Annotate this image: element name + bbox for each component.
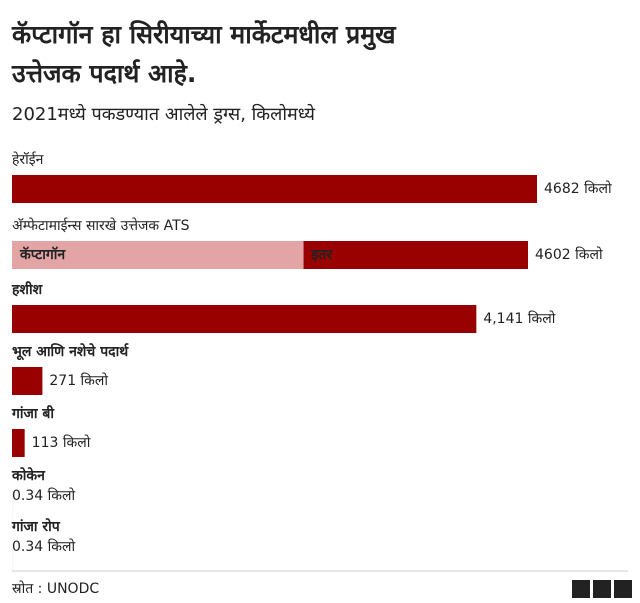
value-label: 271 किलो — [49, 372, 108, 389]
value-label: 4682 किलो — [544, 180, 612, 197]
category-label: गांजा रोप — [11, 518, 61, 535]
value-label: 4602 किलो — [535, 246, 603, 263]
value-label: 0.34 किलो — [12, 487, 75, 504]
bar — [12, 367, 43, 395]
category-label: भूल आणि नशेचे पदार्थ — [12, 343, 129, 361]
segment-label: कॅप्टागॉन — [19, 246, 66, 263]
category-label: हेरॉईन — [12, 151, 44, 168]
chart-subtitle: 2021मध्ये पकडण्यात आलेले ड्रग्स, किलोमध्… — [12, 103, 316, 125]
bar-segment — [303, 241, 529, 269]
chart-title: उत्तेजक पदार्थ आहे. — [11, 59, 196, 88]
source: स्रोत : UNODC — [12, 580, 99, 597]
logo-box — [614, 580, 632, 598]
logo-box — [593, 580, 611, 598]
logo-letter: B — [597, 583, 607, 598]
bar — [12, 175, 537, 203]
value-label: 0.34 किलो — [12, 538, 75, 555]
bar-segment — [12, 241, 304, 269]
category-label: अ‍ॅम्फेटामाईन्स सारखे उत्तेजक ATS — [12, 217, 190, 234]
chart-title: कॅप्टागॉन हा सिरीयाच्या मार्केटमधील प्रम… — [11, 20, 397, 51]
category-label: हशीश — [11, 281, 43, 298]
category-label: गांजा बी — [11, 405, 55, 422]
bar — [12, 429, 25, 457]
value-label: 113 किलो — [32, 434, 91, 451]
value-label: 4,141 किलो — [483, 310, 555, 327]
logo-box — [572, 580, 590, 598]
logo-letter: B — [576, 583, 586, 598]
bar — [12, 305, 477, 333]
segment-label: इतर — [311, 247, 334, 263]
category-label: कोकेन — [11, 467, 46, 484]
logo-letter: C — [618, 583, 628, 598]
